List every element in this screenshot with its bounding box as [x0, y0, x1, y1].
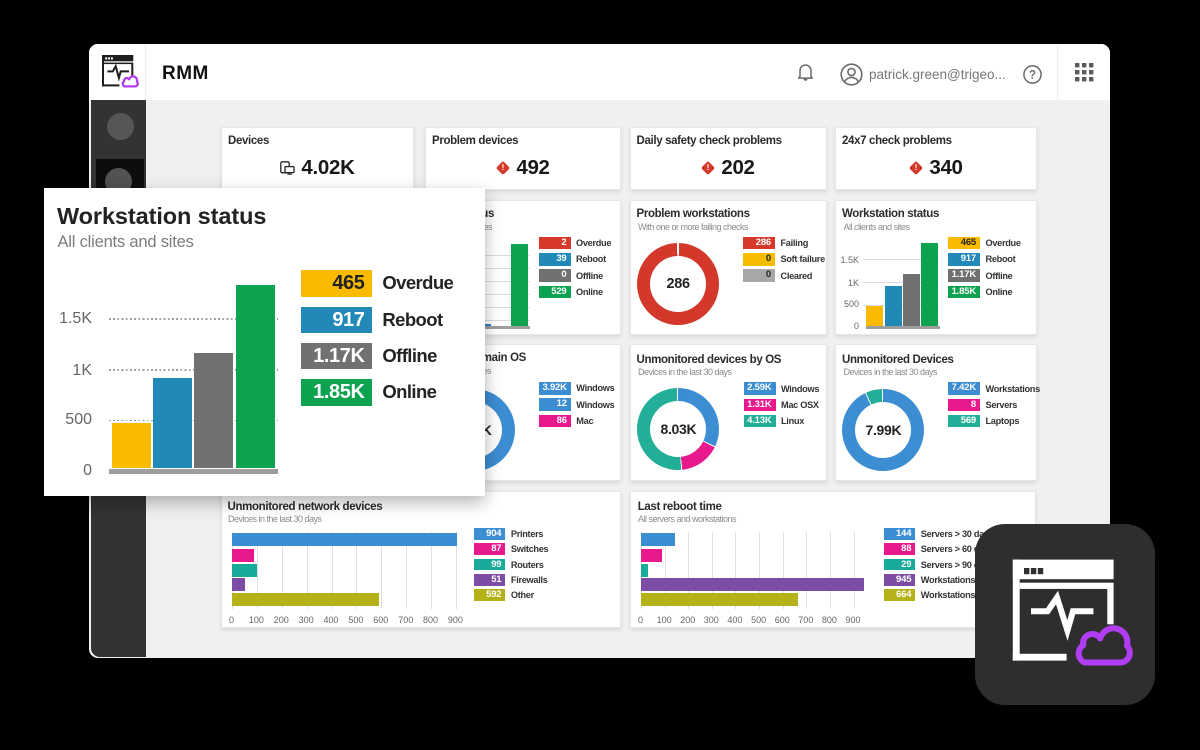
svg-text:?: ? — [1028, 69, 1035, 81]
